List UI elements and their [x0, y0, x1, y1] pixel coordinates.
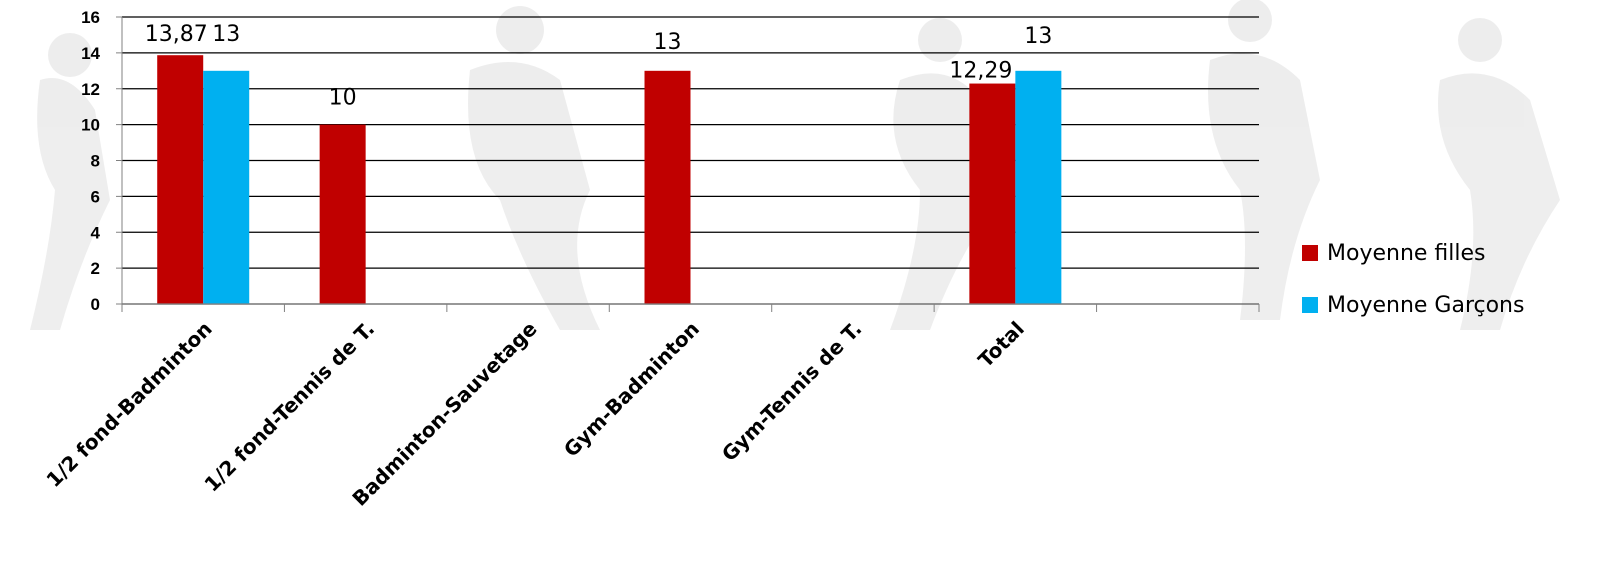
y-tick-label: 2 — [91, 259, 100, 278]
background-silhouettes — [30, 0, 1560, 330]
bar-garcons — [203, 70, 250, 304]
bars — [157, 55, 1062, 304]
bar-filles — [319, 124, 366, 304]
x-tick-label: Total — [973, 317, 1029, 373]
data-label: 10 — [329, 86, 357, 111]
data-label: 12,29 — [949, 59, 1012, 84]
x-tick-label: 1/2 fond-Tennis de T. — [199, 317, 379, 497]
x-tick-label: Gym-Tennis de T. — [717, 317, 867, 467]
y-tick-label: 4 — [91, 223, 101, 242]
legend-swatch — [1302, 245, 1318, 261]
data-label: 13 — [654, 30, 682, 55]
legend: Moyenne filles Moyenne Garçons — [1302, 241, 1524, 318]
legend-label: Moyenne filles — [1327, 241, 1486, 266]
legend-swatch — [1302, 297, 1318, 313]
x-tick-label: Badminton-Sauvetage — [347, 317, 541, 511]
data-label: 13 — [212, 22, 240, 47]
bar-filles — [969, 83, 1016, 304]
y-axis: 0 2 4 6 8 10 12 14 16 — [81, 8, 123, 314]
y-tick-label: 8 — [91, 152, 100, 171]
bar-filles — [157, 55, 204, 304]
legend-label: Moyenne Garçons — [1327, 293, 1524, 318]
y-tick-label: 0 — [91, 295, 100, 314]
y-tick-label: 12 — [81, 80, 100, 99]
bar-garcons — [1015, 70, 1062, 304]
x-tick-label: 1/2 fond-Badminton — [41, 317, 216, 492]
x-tick-label: Gym-Badminton — [559, 317, 704, 462]
y-tick-label: 10 — [81, 116, 100, 135]
data-label: 13,87 — [145, 22, 208, 47]
y-tick-label: 16 — [81, 8, 100, 27]
y-tick-label: 6 — [91, 187, 100, 206]
y-tick-label: 14 — [81, 44, 100, 63]
bar-filles — [644, 70, 691, 304]
data-label: 13 — [1024, 24, 1052, 49]
